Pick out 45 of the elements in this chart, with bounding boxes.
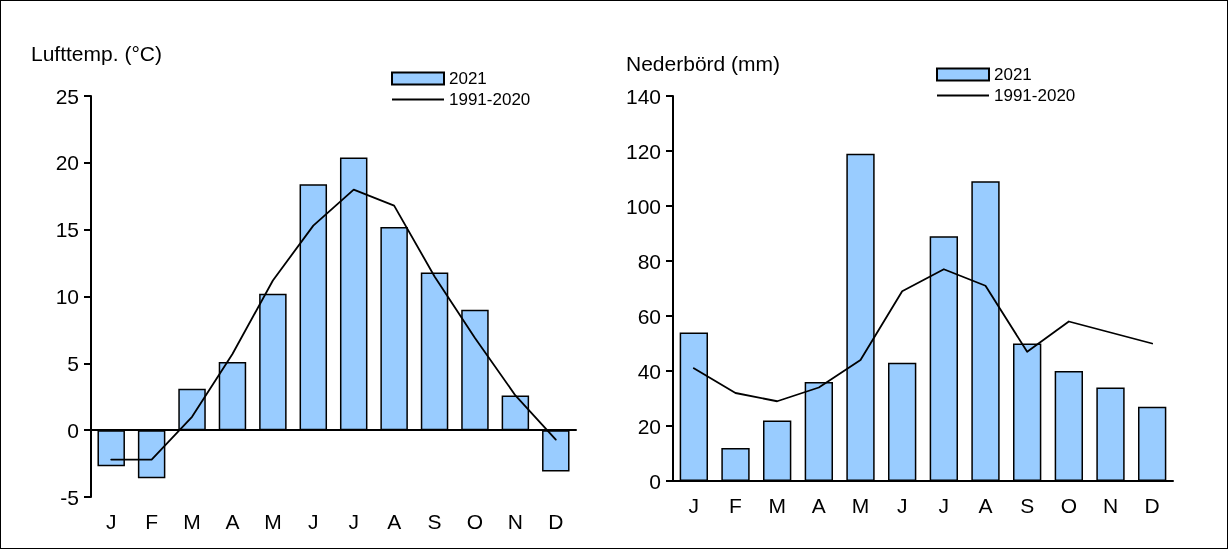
legend-label: 2021	[449, 69, 487, 88]
y-axis-title: Lufttemp. (°C)	[31, 42, 162, 65]
y-tick-label: 140	[625, 84, 661, 108]
y-axis-title: Nederbörd (mm)	[626, 52, 781, 75]
y-tick-label: 120	[625, 139, 661, 163]
y-tick-label: 20	[55, 151, 79, 175]
x-tick-label: M	[768, 494, 786, 517]
y-tick-label: 15	[55, 218, 79, 242]
x-tick-label: J	[348, 510, 359, 533]
x-tick-label: M	[183, 510, 201, 533]
x-tick-label: N	[507, 510, 523, 533]
y-tick-label: 5	[67, 351, 79, 375]
legend-label: 1991-2020	[449, 90, 531, 109]
x-tick-label: A	[811, 494, 826, 517]
x-tick-label: J	[308, 510, 319, 533]
x-tick-label: J	[688, 494, 700, 517]
x-tick-label: A	[978, 494, 993, 517]
y-tick-label: 10	[55, 285, 79, 308]
x-tick-label: O	[1060, 494, 1078, 517]
y-tick-label: 80	[637, 249, 661, 273]
legend-label: 1991-2020	[994, 86, 1076, 105]
x-tick-label: J	[896, 494, 908, 517]
x-tick-label: A	[387, 510, 402, 533]
y-tick-label: 0	[649, 469, 661, 493]
x-tick-label: O	[466, 510, 484, 533]
y-tick-label: 100	[625, 194, 661, 218]
x-tick-label: D	[1144, 494, 1160, 517]
x-tick-label: F	[145, 510, 159, 533]
y-tick-label: 0	[67, 418, 79, 442]
x-tick-label: M	[851, 494, 870, 517]
x-tick-label: S	[427, 510, 442, 533]
legend-label: 2021	[994, 65, 1032, 84]
x-tick-label: N	[1102, 494, 1119, 517]
y-tick-label: 40	[637, 359, 661, 383]
x-tick-label: J	[938, 494, 950, 517]
x-tick-label: J	[105, 510, 117, 533]
x-tick-label: A	[225, 510, 240, 533]
y-tick-label: 60	[637, 304, 661, 328]
x-tick-label: D	[548, 510, 564, 533]
x-tick-label: S	[1020, 494, 1035, 517]
x-tick-label: M	[264, 510, 282, 533]
y-tick-label: 25	[55, 84, 79, 108]
y-tick-label: 20	[637, 414, 661, 438]
x-tick-label: F	[729, 494, 742, 517]
y-tick-label: -5	[60, 485, 79, 509]
